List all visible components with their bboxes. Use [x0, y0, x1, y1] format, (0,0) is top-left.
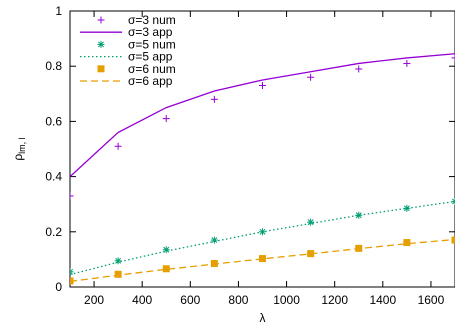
data-point [70, 268, 74, 276]
y-tick-label: 0.2 [45, 225, 62, 239]
series-line [70, 53, 455, 178]
y-tick-label: 0.6 [45, 114, 62, 128]
plot-border [69, 10, 455, 288]
data-point [355, 65, 363, 73]
star-d2 [452, 200, 455, 205]
data-point [70, 192, 74, 200]
star-d2 [115, 257, 122, 264]
y-tick-label: 1 [55, 4, 62, 18]
y-axis-label: ρlm, l [11, 137, 27, 160]
data-point [451, 197, 455, 205]
legend-label: σ=5 num [128, 37, 176, 51]
data-point [162, 115, 170, 123]
legend-label: σ=6 num [128, 62, 176, 76]
y-tick-label: 0.8 [45, 59, 62, 73]
data-point [259, 82, 266, 90]
x-tick-label: 200 [84, 293, 104, 307]
legend-label: σ=3 num [128, 13, 176, 27]
legend-label: σ=5 app [128, 50, 173, 64]
series-line [70, 238, 455, 283]
series-layer [70, 53, 455, 285]
x-tick-label: 400 [132, 293, 152, 307]
star-d2 [98, 41, 104, 48]
data-point [162, 265, 170, 273]
legend-marker-sample [97, 16, 105, 24]
x-tick-label: 1000 [273, 293, 300, 307]
star-d2 [70, 268, 73, 273]
data-point [403, 239, 411, 247]
data-point [114, 270, 122, 278]
data-point [451, 54, 455, 62]
series-line [70, 200, 455, 276]
series-1 [70, 53, 455, 178]
legend-label: σ=6 app [128, 74, 173, 88]
data-point [114, 257, 122, 265]
x-tick-label: 800 [228, 293, 248, 307]
y-axis-label-main: ρ [11, 154, 25, 161]
x-tick-label: 1200 [321, 293, 348, 307]
data-point [307, 73, 315, 81]
data-point [210, 95, 218, 103]
y-axis-label-subscript: lm, l [17, 137, 27, 154]
series-5 [70, 238, 455, 283]
x-tick-label: 1600 [418, 293, 445, 307]
star-d2 [211, 237, 218, 244]
star-d2 [355, 212, 362, 219]
series-3 [70, 200, 455, 276]
data-point [210, 236, 218, 244]
y-tick-label: 0 [55, 280, 62, 294]
star-d1 [70, 271, 73, 275]
data-point [403, 59, 411, 67]
legend-marker-sample [97, 65, 105, 73]
legend-label: σ=3 app [128, 25, 173, 39]
data-point [307, 218, 315, 226]
legend-marker-sample [97, 40, 105, 48]
axis-ticks: 200 400 600 800 1000 1200 1400 1600 0 0.2 0.4 0.6 0.… [45, 4, 455, 307]
series-0 [70, 54, 455, 200]
y-tick-label: 0.4 [45, 170, 62, 184]
star-d1 [452, 198, 455, 203]
x-tick-label: 600 [180, 293, 200, 307]
data-point [114, 142, 122, 150]
x-axis-label: λ [260, 311, 266, 325]
star-d2 [403, 205, 410, 212]
plot-frame [69, 10, 455, 288]
x-tick-label: 1400 [369, 293, 396, 307]
